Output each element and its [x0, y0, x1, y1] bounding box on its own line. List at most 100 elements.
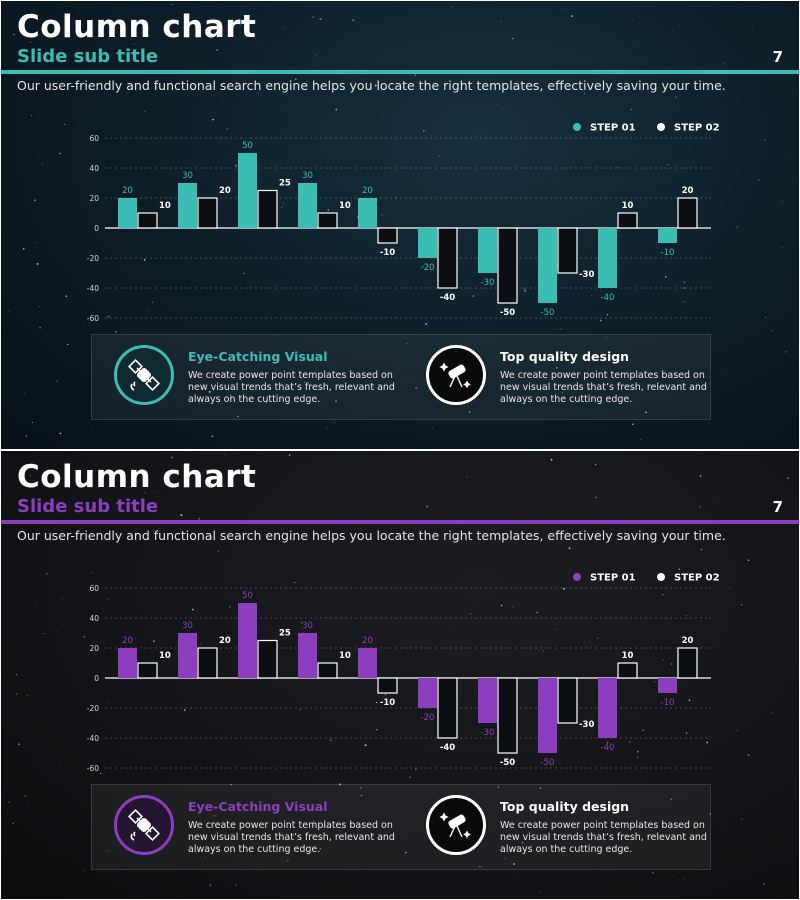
- star: [764, 139, 766, 141]
- feature-top-quality: Top quality design We create power point…: [426, 345, 726, 411]
- star: [229, 394, 232, 397]
- chart-legend: STEP 01 STEP 02: [573, 573, 720, 584]
- star: [690, 742, 692, 744]
- star: [209, 884, 212, 887]
- data-label-step01: 30: [182, 171, 193, 181]
- star: [59, 762, 61, 764]
- star: [409, 776, 411, 778]
- star: [438, 154, 441, 157]
- star: [645, 411, 647, 414]
- star: [560, 802, 562, 804]
- star: [429, 745, 431, 747]
- star: [688, 699, 691, 702]
- star: [237, 415, 239, 418]
- star: [653, 680, 656, 683]
- star: [521, 842, 524, 844]
- star: [30, 114, 33, 116]
- star: [234, 164, 237, 167]
- star: [312, 16, 315, 19]
- star: [83, 636, 86, 638]
- feature-text: We create power point templates based on…: [500, 820, 707, 855]
- star: [198, 403, 201, 405]
- features-panel: Eye-Catching Visual We create power poin…: [91, 334, 711, 420]
- star: [36, 262, 39, 265]
- star: [472, 295, 475, 297]
- slide-description: Our user-friendly and functional search …: [17, 528, 726, 543]
- star: [511, 606, 513, 608]
- star: [583, 92, 586, 94]
- star: [312, 821, 314, 823]
- star: [188, 516, 189, 518]
- star: [56, 380, 58, 382]
- star: [294, 581, 296, 584]
- y-tick-label: 0: [94, 224, 99, 233]
- star: [453, 631, 454, 632]
- star: [497, 786, 499, 788]
- star: [171, 3, 174, 6]
- star: [652, 872, 654, 874]
- star: [621, 595, 623, 596]
- star: [703, 80, 705, 82]
- legend-swatch-step01: [573, 573, 581, 581]
- bar-step01: [538, 228, 557, 303]
- star: [91, 426, 94, 428]
- star: [595, 464, 597, 466]
- y-tick-label: 0: [94, 674, 99, 683]
- star: [198, 517, 201, 520]
- star: [591, 676, 592, 678]
- bar-step01: [238, 603, 257, 678]
- star: [266, 332, 268, 334]
- star: [696, 869, 697, 871]
- star: [346, 116, 347, 118]
- data-label-step02: 20: [682, 636, 694, 646]
- data-label-step01: 30: [182, 621, 193, 631]
- star: [619, 8, 621, 10]
- star: [301, 622, 303, 624]
- bar-step01: [538, 678, 557, 753]
- y-tick-label: 40: [89, 164, 99, 173]
- star: [8, 310, 10, 312]
- data-label-step02: 10: [159, 651, 171, 661]
- feature-title: Eye-Catching Visual: [188, 799, 328, 814]
- star: [13, 33, 15, 36]
- star: [59, 152, 61, 155]
- star: [556, 367, 558, 369]
- star: [675, 96, 678, 99]
- star: [773, 60, 774, 61]
- slide-purple: Column chart Slide sub title 7 Our user-…: [1, 451, 799, 899]
- bar-step02: [197, 647, 218, 679]
- star: [699, 475, 702, 478]
- bar-step02: [257, 189, 278, 229]
- star: [156, 491, 158, 493]
- star: [235, 884, 237, 886]
- star: [229, 606, 231, 608]
- star: [606, 313, 609, 316]
- star: [154, 52, 155, 54]
- star: [216, 49, 219, 51]
- feature-text: We create power point templates based on…: [188, 820, 395, 855]
- data-label-step02: 25: [279, 629, 291, 639]
- star: [600, 319, 602, 322]
- star: [143, 259, 146, 261]
- star: [31, 421, 34, 423]
- feature-eye-catching: Eye-Catching Visual We create power poin…: [114, 345, 414, 411]
- bar-step01: [178, 633, 197, 678]
- bar-step02: [677, 647, 698, 679]
- star: [67, 343, 69, 346]
- star: [191, 608, 194, 611]
- feature-text: We create power point templates based on…: [500, 370, 707, 405]
- star: [469, 613, 472, 615]
- feature-text: We create power point templates based on…: [188, 370, 395, 405]
- star: [30, 41, 32, 43]
- star: [391, 383, 393, 386]
- y-tick-label: -60: [87, 764, 99, 773]
- star: [415, 386, 418, 389]
- star: [639, 439, 641, 441]
- star: [235, 81, 238, 84]
- star: [288, 454, 291, 456]
- data-label-step02: 10: [339, 651, 351, 661]
- star: [262, 44, 264, 46]
- star: [384, 693, 387, 696]
- slide-subtitle: Slide sub title: [17, 496, 159, 517]
- star: [662, 495, 663, 497]
